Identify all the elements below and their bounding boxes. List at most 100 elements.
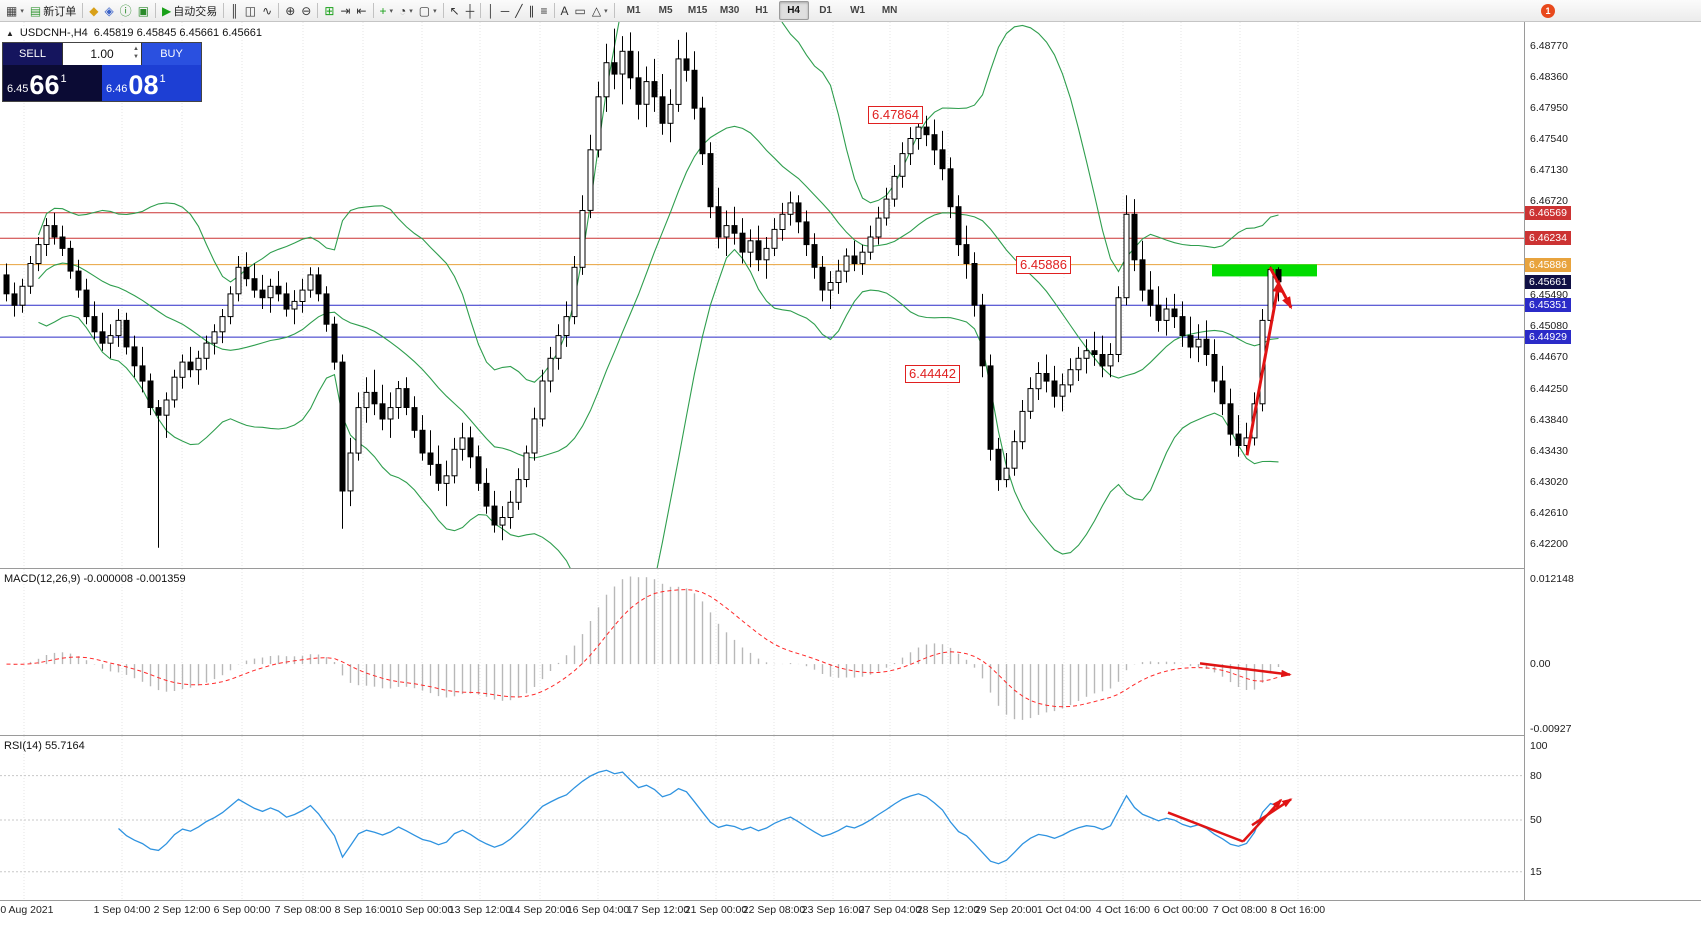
text-icon: A xyxy=(560,3,569,18)
price-annotation[interactable]: 6.47864 xyxy=(868,106,923,124)
strategy-tester-icon[interactable]: ▣ xyxy=(135,2,152,20)
buy-price-button[interactable]: 6.46 08 1 xyxy=(102,65,201,101)
market-watch-icon[interactable]: ◆ xyxy=(86,2,101,20)
sell-price-button[interactable]: 6.45 66 1 xyxy=(3,65,102,101)
text-icon[interactable]: A xyxy=(558,2,572,20)
volume-field[interactable]: 1.00 ▲ ▼ xyxy=(63,43,141,65)
current-price-badge: 6.45661 xyxy=(1525,275,1571,289)
indicators-icon: + xyxy=(379,3,387,18)
timeframe-m30-button[interactable]: M30 xyxy=(719,5,740,16)
timeframe-h4-button[interactable]: H4 xyxy=(778,1,809,20)
macd-axis-label: -0.00927 xyxy=(1530,723,1572,735)
timeframe-d1-button[interactable]: D1 xyxy=(819,5,832,16)
periods-caret-icon[interactable]: ▾ xyxy=(409,7,413,15)
time-axis-label: 27 Sep 04:00 xyxy=(858,904,922,916)
crosshair-icon[interactable]: ┼ xyxy=(463,2,478,20)
sell-price-big: 66 xyxy=(29,70,60,100)
equidistant-channel-icon[interactable]: ∥ xyxy=(525,2,537,20)
autotrading-label: 自动交易 xyxy=(173,5,218,18)
candlestick-chart-icon[interactable]: ◫ xyxy=(242,2,259,20)
macd-axis-label: 0.00 xyxy=(1530,658,1551,670)
collapse-trade-panel-icon[interactable]: ▲ xyxy=(6,28,14,38)
indicators-icon[interactable]: + ▾ xyxy=(377,2,397,20)
macd-label: MACD(12,26,9) -0.000008 -0.001359 xyxy=(4,573,186,585)
timeframe-m1-button[interactable]: M1 xyxy=(626,5,641,16)
price-axis-label: 6.43020 xyxy=(1530,476,1568,488)
data-window-icon[interactable]: ◈ xyxy=(101,2,116,20)
cursor-icon[interactable]: ↖ xyxy=(447,2,463,20)
chart-window: 6.47864 6.45886 6.44442 ▲ USDCNH-,H4 6.458… xyxy=(0,22,1701,946)
vertical-line-icon: │ xyxy=(487,3,495,18)
price-scale[interactable]: 6.48770 6.48360 6.47950 6.47540 6.47130 6.467… xyxy=(1524,22,1701,900)
timeframe-h1-button[interactable]: H1 xyxy=(755,5,768,16)
price-line-badge: 6.45886 xyxy=(1525,258,1571,272)
autotrading-icon: ▶ xyxy=(162,3,172,18)
timeframe-m15-button[interactable]: M15 xyxy=(687,5,708,16)
periods-icon[interactable]: ◔ ▾ xyxy=(396,2,416,20)
price-axis-label: 6.43840 xyxy=(1530,414,1568,426)
price-axis-label: 6.44670 xyxy=(1530,351,1568,363)
auto-scroll-icon: ⇥ xyxy=(340,3,351,18)
rsi-pane-canvas[interactable] xyxy=(0,736,1524,900)
text-label-icon: ▭ xyxy=(574,3,586,18)
zoom-out-icon[interactable]: ⊖ xyxy=(298,2,314,20)
indicators-caret-icon[interactable]: ▾ xyxy=(389,7,394,15)
price-line-badge: 6.44929 xyxy=(1525,330,1571,344)
time-axis-label: 17 Sep 12:00 xyxy=(626,904,690,916)
trendline-icon[interactable]: ╱ xyxy=(512,2,525,20)
zoom-in-icon: ⊕ xyxy=(285,3,296,18)
navigator-icon[interactable]: ⓘ xyxy=(117,2,135,20)
chart-header: ▲ USDCNH-,H4 6.45819 6.45845 6.45661 6.4… xyxy=(6,27,262,39)
new-order-button[interactable]: ▤ 新订单 xyxy=(27,2,79,20)
tile-windows-icon[interactable]: ⊞ xyxy=(321,2,337,20)
price-annotation[interactable]: 6.44442 xyxy=(905,365,960,383)
rsi-axis-label: 100 xyxy=(1530,740,1548,752)
main-chart-canvas[interactable] xyxy=(0,22,1524,568)
toolbar-separator xyxy=(442,3,444,18)
time-axis-label: 23 Sep 16:00 xyxy=(801,904,865,916)
templates-caret-icon[interactable]: ▾ xyxy=(433,7,437,15)
cursor-icon: ↖ xyxy=(449,3,460,18)
bar-chart-icon: ║ xyxy=(230,3,239,18)
volume-value: 1.00 xyxy=(90,47,114,61)
new-chart-icon: ▦ xyxy=(6,3,18,18)
volume-spinner[interactable]: ▲ ▼ xyxy=(133,45,139,62)
macd-axis-label: 0.012148 xyxy=(1530,573,1574,585)
auto-scroll-icon[interactable]: ⇥ xyxy=(337,2,353,20)
price-axis-label: 6.44250 xyxy=(1530,383,1568,395)
timeframe-mn-button[interactable]: MN xyxy=(881,5,898,16)
bar-chart-icon[interactable]: ║ xyxy=(227,2,242,20)
timeframe-m5-button[interactable]: M5 xyxy=(658,5,673,16)
arrows-tool-icon: △ xyxy=(591,3,602,18)
time-scale[interactable]: 30 Aug 2021 1 Sep 04:00 2 Sep 12:00 6 Sep 0… xyxy=(0,900,1701,920)
arrows-tool-caret-icon[interactable]: ▾ xyxy=(604,7,608,15)
autotrading-button[interactable]: ▶ 自动交易 xyxy=(159,2,220,20)
new-chart-icon[interactable]: ▦ ▾ xyxy=(3,2,27,20)
new-chart-caret-icon[interactable]: ▾ xyxy=(20,7,24,15)
macd-pane-separator[interactable] xyxy=(0,568,1701,569)
notification-badge[interactable]: 1 xyxy=(1541,4,1555,18)
symbol-title: USDCNH-,H4 xyxy=(19,27,88,39)
zoom-in-icon[interactable]: ⊕ xyxy=(282,2,298,20)
text-label-icon[interactable]: ▭ xyxy=(572,2,589,20)
time-axis-label: 28 Sep 12:00 xyxy=(916,904,980,916)
line-chart-icon[interactable]: ∿ xyxy=(259,2,275,20)
volume-up-icon[interactable]: ▲ xyxy=(133,46,139,52)
templates-icon[interactable]: ▢ ▾ xyxy=(416,2,440,20)
fibonacci-icon[interactable]: ≡ xyxy=(537,2,550,20)
volume-down-icon[interactable]: ▼ xyxy=(133,54,139,61)
chart-shift-icon[interactable]: ⇤ xyxy=(353,2,369,20)
arrows-tool-icon[interactable]: △ ▾ xyxy=(589,2,611,20)
timeframe-w1-button[interactable]: W1 xyxy=(850,5,866,16)
price-annotation[interactable]: 6.45886 xyxy=(1016,256,1071,274)
time-axis-label: 13 Sep 12:00 xyxy=(448,904,512,916)
vertical-line-icon[interactable]: │ xyxy=(484,2,498,20)
price-axis-label: 6.46720 xyxy=(1530,195,1568,207)
sell-button[interactable]: SELL xyxy=(3,43,63,65)
new-order-label: 新订单 xyxy=(43,5,77,18)
buy-button[interactable]: BUY xyxy=(141,43,201,65)
macd-pane-canvas[interactable] xyxy=(0,569,1524,735)
horizontal-line-icon[interactable]: ─ xyxy=(498,2,513,20)
macd-name: MACD(12,26,9) xyxy=(4,573,81,585)
rsi-pane-separator[interactable] xyxy=(0,735,1701,736)
